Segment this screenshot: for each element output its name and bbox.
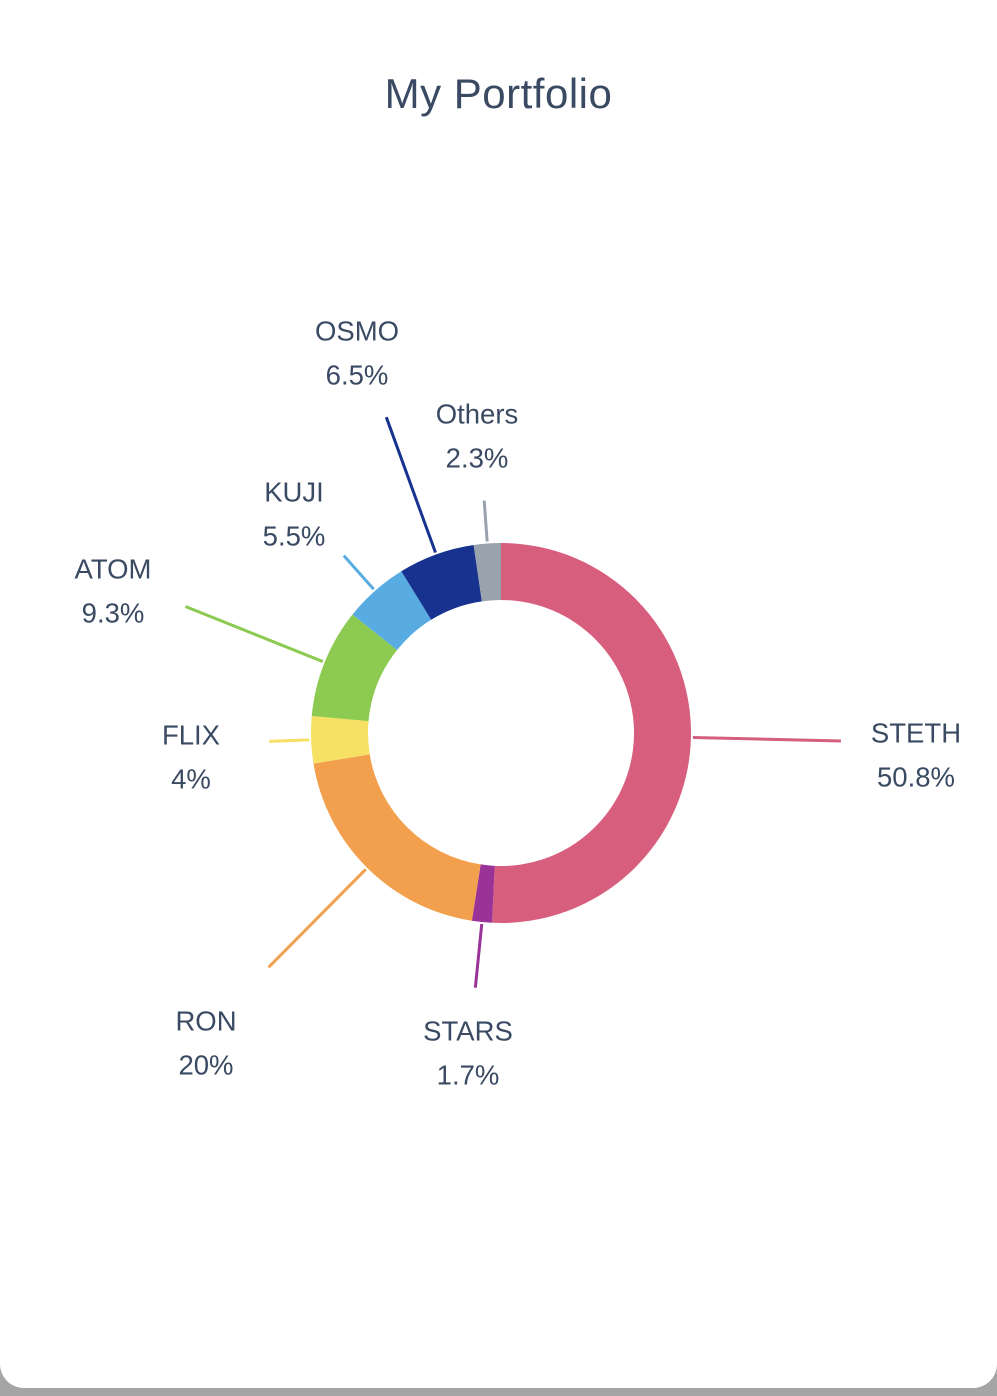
chart-title: My Portfolio xyxy=(384,70,613,117)
segment-value-stars: 1.7% xyxy=(437,1060,500,1091)
leader-line-atom xyxy=(184,605,324,663)
leader-line-stars xyxy=(473,923,484,988)
segment-value-steth: 50.8% xyxy=(877,762,955,793)
segment-value-flix: 4% xyxy=(171,764,211,795)
segment-label-osmo: OSMO xyxy=(315,316,399,347)
leader-line-flix xyxy=(269,738,310,743)
donut-segment-atom[interactable] xyxy=(311,614,398,722)
segment-label-steth: STETH xyxy=(871,718,961,749)
donut-segment-flix[interactable] xyxy=(311,716,370,764)
segment-label-ron: RON xyxy=(175,1006,236,1037)
segment-label-atom: ATOM xyxy=(75,554,152,585)
leader-line-steth xyxy=(692,736,841,743)
segment-value-ron: 20% xyxy=(178,1050,233,1081)
leader-line-ron xyxy=(267,868,367,969)
segment-value-osmo: 6.5% xyxy=(326,360,389,391)
segment-label-others: Others xyxy=(436,399,519,430)
segment-value-kuji: 5.5% xyxy=(263,521,326,552)
donut-segment-others[interactable] xyxy=(473,543,501,602)
segment-value-atom: 9.3% xyxy=(82,598,145,629)
leader-line-kuji xyxy=(342,554,375,591)
leader-line-others xyxy=(482,500,489,542)
segment-label-kuji: KUJI xyxy=(264,477,324,508)
donut-segment-stars[interactable] xyxy=(471,864,495,923)
donut-segment-steth[interactable] xyxy=(492,543,691,923)
segment-label-stars: STARS xyxy=(423,1016,513,1047)
leader-line-osmo xyxy=(384,416,437,554)
donut-segment-ron[interactable] xyxy=(313,754,481,921)
donut-segment-osmo[interactable] xyxy=(401,544,482,620)
segment-value-others: 2.3% xyxy=(446,443,509,474)
donut-segment-kuji[interactable] xyxy=(352,571,432,651)
segment-label-flix: FLIX xyxy=(162,720,220,751)
